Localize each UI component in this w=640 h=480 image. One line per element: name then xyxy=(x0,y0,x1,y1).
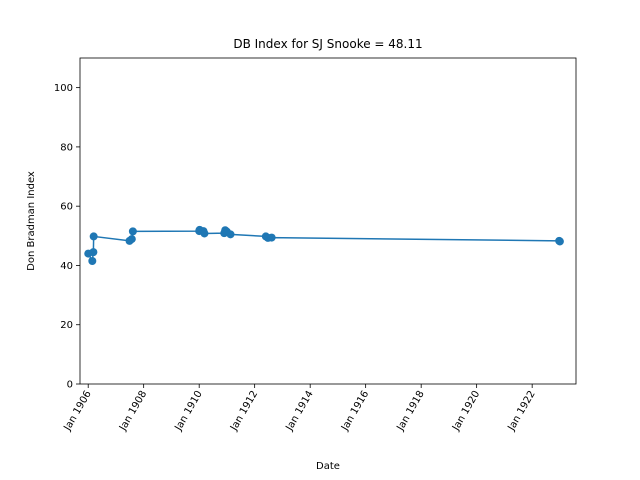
data-point xyxy=(226,230,235,239)
y-tick-label: 0 xyxy=(67,380,73,391)
plot-frame xyxy=(79,57,577,385)
x-tick-label: Jan 1908 xyxy=(117,389,149,434)
y-tick-label: 80 xyxy=(60,142,73,153)
x-tick-label: Jan 1906 xyxy=(62,389,94,434)
y-axis-label: Don Bradman Index xyxy=(26,171,37,271)
x-tick-label: Jan 1920 xyxy=(450,389,482,434)
x-tick-label: Jan 1912 xyxy=(228,389,260,434)
x-axis-label: Date xyxy=(316,461,340,472)
data-point xyxy=(267,233,276,242)
data-point xyxy=(89,232,98,241)
x-tick-label: Jan 1916 xyxy=(339,389,371,434)
chart-title: DB Index for SJ Snooke = 48.11 xyxy=(233,37,422,51)
y-axis: 0 20 40 60 80 100 xyxy=(54,83,80,391)
y-tick-label: 20 xyxy=(60,320,73,331)
data-point xyxy=(127,235,136,244)
x-tick-label: Jan 1918 xyxy=(395,389,427,434)
series-line xyxy=(87,228,561,264)
x-tick-label: Jan 1910 xyxy=(173,389,205,434)
x-axis: Jan 1906 Jan 1908 Jan 1910 Jan 1912 Jan 1914… xyxy=(62,384,538,434)
data-point xyxy=(555,237,564,246)
series-layer xyxy=(84,225,564,266)
data-point xyxy=(89,248,98,257)
x-tick-label: Jan 1914 xyxy=(284,389,316,434)
data-point xyxy=(88,257,97,266)
data-point xyxy=(200,229,209,238)
data-point xyxy=(128,227,137,236)
y-tick-label: 40 xyxy=(60,261,73,272)
y-tick-label: 100 xyxy=(54,83,73,94)
x-tick-label: Jan 1922 xyxy=(506,389,538,434)
y-tick-label: 60 xyxy=(60,202,73,213)
